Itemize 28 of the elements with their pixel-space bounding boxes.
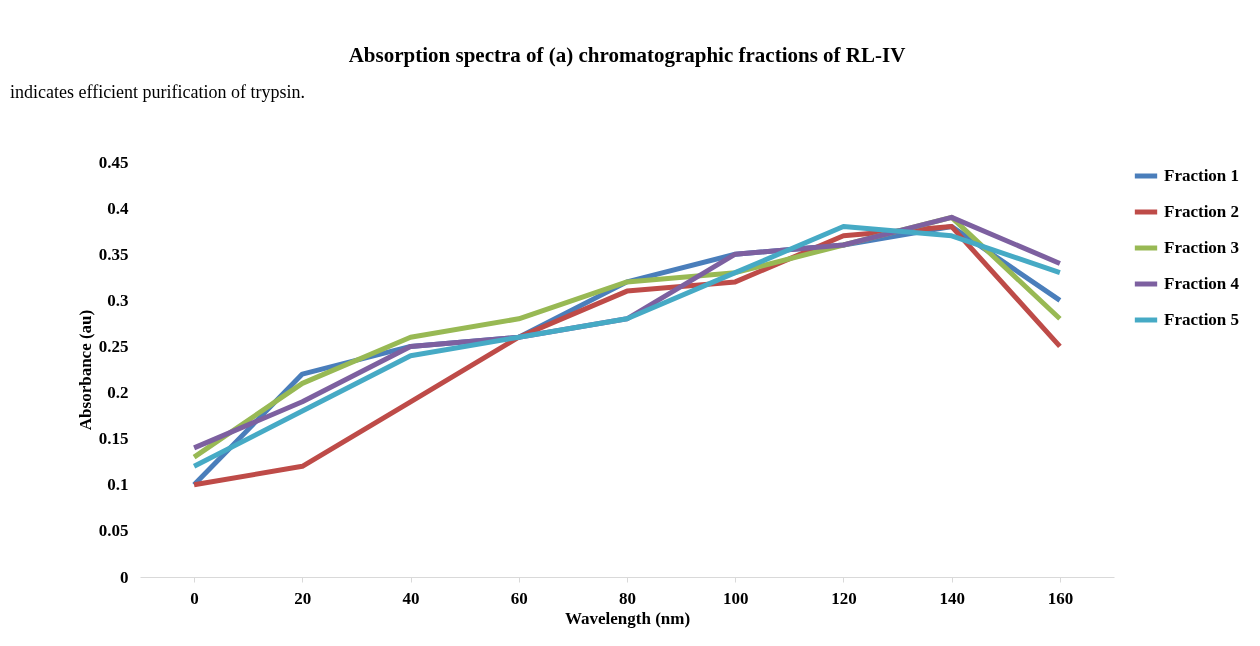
y-tick-label: 0.35	[98, 244, 129, 264]
x-tick-label: 120	[831, 588, 857, 608]
y-tick-label: 0.1	[107, 475, 129, 495]
x-tick-label: 140	[939, 588, 965, 608]
y-tick-label: 0.25	[98, 336, 129, 356]
legend-label: Fraction 4	[1164, 274, 1240, 293]
legend-label: Fraction 5	[1164, 310, 1240, 329]
y-axis-title: Absorbance (au)	[75, 309, 95, 431]
x-tick-label: 20	[294, 588, 312, 608]
legend-label: Fraction 2	[1164, 202, 1240, 221]
text: indicates efficient purification of trypsin.	[10, 82, 306, 102]
chart-title: Absorption spectra of (a) chromatographic fractions of RL-IV	[348, 43, 906, 67]
y-tick-label: 0.05	[98, 521, 129, 541]
legend-label: Fraction 1	[1164, 166, 1240, 185]
x-tick-label: 40	[402, 588, 420, 608]
x-tick-label: 60	[510, 588, 528, 608]
y-tick-label: 0.45	[98, 152, 129, 172]
legend-label: Fraction 3	[1164, 238, 1240, 257]
x-axis-title: Wavelength (nm)	[564, 608, 691, 628]
x-tick-label: 100	[722, 588, 749, 608]
y-tick-label: 0.4	[107, 198, 129, 218]
y-tick-label: 0.2	[107, 383, 129, 403]
y-tick-label: 0	[120, 567, 129, 587]
y-tick-label: 0.3	[107, 290, 129, 310]
y-tick-label: 0.15	[98, 429, 129, 449]
x-tick-label: 0	[190, 588, 199, 608]
x-tick-label: 80	[619, 588, 636, 608]
x-tick-label: 160	[1047, 588, 1074, 608]
